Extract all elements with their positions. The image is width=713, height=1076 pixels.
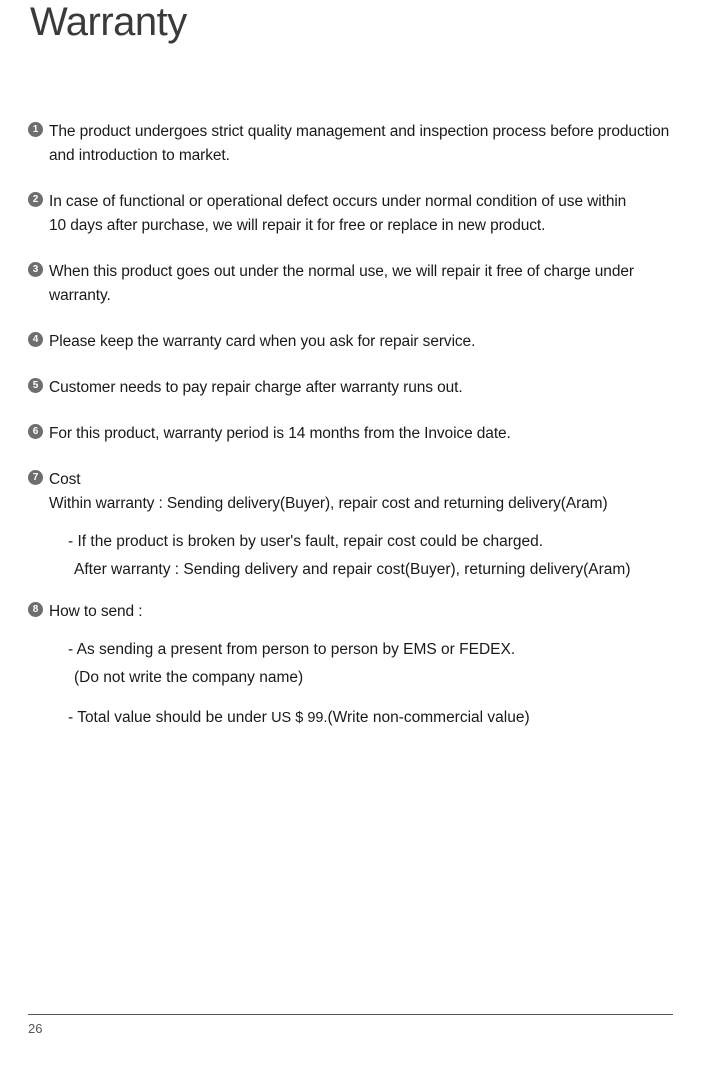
bullet-icon: 1 xyxy=(28,122,43,137)
warranty-item-3: 3 When this product goes out under the n… xyxy=(28,260,685,308)
item-text: In case of functional or operational def… xyxy=(49,190,626,238)
item-text-line: Please keep the warranty card when you a… xyxy=(49,333,475,350)
item-text: When this product goes out under the nor… xyxy=(49,260,685,308)
item-text: The product undergoes strict quality man… xyxy=(49,120,669,168)
content-area: 1 The product undergoes strict quality m… xyxy=(28,120,685,730)
warranty-item-4: 4 Please keep the warranty card when you… xyxy=(28,330,685,354)
item-text: Customer needs to pay repair charge afte… xyxy=(49,376,463,400)
item-text: Please keep the warranty card when you a… xyxy=(49,330,475,354)
item-text-cont: and introduction to market. xyxy=(49,144,669,168)
item-text-line: Customer needs to pay repair charge afte… xyxy=(49,379,463,396)
bullet-icon: 7 xyxy=(28,470,43,485)
item-text-line: The product undergoes strict quality man… xyxy=(49,123,669,140)
warranty-item-5: 5 Customer needs to pay repair charge af… xyxy=(28,376,685,400)
item-text-cont: 10 days after purchase, we will repair i… xyxy=(49,214,626,238)
warranty-item-6: 6 For this product, warranty period is 1… xyxy=(28,422,685,446)
bullet-number: 6 xyxy=(33,427,39,437)
item-text-line: How to send : xyxy=(49,603,142,620)
warranty-item-2: 2 In case of functional or operational d… xyxy=(28,190,685,238)
warranty-item-8: 8 How to send : xyxy=(28,600,685,624)
item-text: For this product, warranty period is 14 … xyxy=(49,422,511,446)
page-footer: 26 xyxy=(28,1014,673,1036)
warranty-item-1: 1 The product undergoes strict quality m… xyxy=(28,120,685,168)
bullet-number: 7 xyxy=(33,473,39,483)
bullet-icon: 3 xyxy=(28,262,43,277)
send-subsection: - As sending a present from person to pe… xyxy=(68,638,685,730)
send-sub-line3: - Total value should be under US $ 99.(W… xyxy=(68,706,685,730)
bullet-number: 1 xyxy=(33,125,39,135)
bullet-number: 8 xyxy=(33,605,39,615)
page-number: 26 xyxy=(28,1021,673,1036)
warranty-item-7: 7 Cost Within warranty : Sending deliver… xyxy=(28,468,685,516)
bullet-number: 2 xyxy=(33,195,39,205)
cost-sub-line2: After warranty : Sending delivery and re… xyxy=(74,558,685,582)
send-sub-line3c: (Write non-commercial value) xyxy=(328,709,530,726)
cost-sub-line1: - If the product is broken by user's fau… xyxy=(68,530,685,554)
send-sub-line2: (Do not write the company name) xyxy=(74,666,685,690)
bullet-number: 5 xyxy=(33,381,39,391)
bullet-icon: 2 xyxy=(28,192,43,207)
item-text: How to send : xyxy=(49,600,142,624)
bullet-icon: 8 xyxy=(28,602,43,617)
page-title: Warranty xyxy=(28,0,685,44)
cost-subsection: - If the product is broken by user's fau… xyxy=(68,530,685,582)
bullet-icon: 4 xyxy=(28,332,43,347)
bullet-number: 4 xyxy=(33,335,39,345)
send-sub-line1: - As sending a present from person to pe… xyxy=(68,638,685,662)
send-sub-line3a: - Total value should be under xyxy=(68,709,271,726)
item-text: Cost Within warranty : Sending delivery(… xyxy=(49,468,608,516)
footer-divider xyxy=(28,1014,673,1015)
send-sub-line3b: US $ 99. xyxy=(271,710,327,726)
item-text-line: When this product goes out under the nor… xyxy=(49,263,634,304)
item-text-cont: Within warranty : Sending delivery(Buyer… xyxy=(49,492,608,516)
bullet-icon: 6 xyxy=(28,424,43,439)
bullet-number: 3 xyxy=(33,265,39,275)
warranty-page: Warranty 1 The product undergoes strict … xyxy=(0,0,713,1076)
item-text-line: In case of functional or operational def… xyxy=(49,193,626,210)
item-text-line: Cost xyxy=(49,471,80,488)
bullet-icon: 5 xyxy=(28,378,43,393)
item-text-line: For this product, warranty period is 14 … xyxy=(49,425,511,442)
